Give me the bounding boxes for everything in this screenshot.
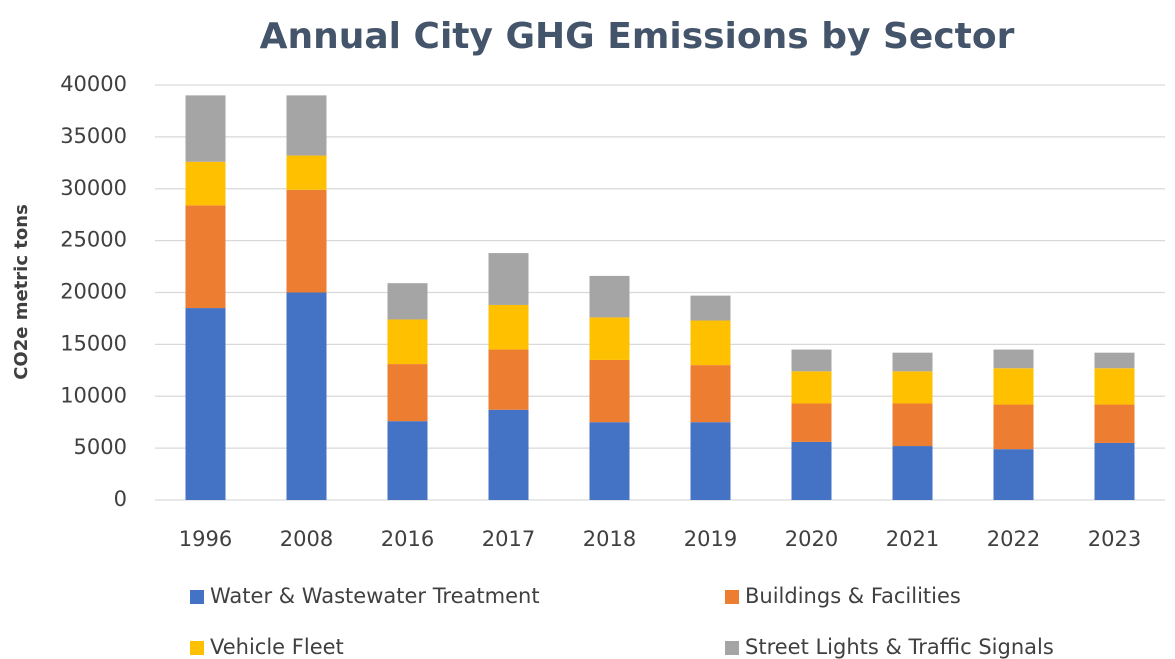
bar-segment	[286, 95, 327, 156]
bar-segment	[690, 422, 731, 500]
legend-swatch	[190, 641, 204, 655]
y-tick-label: 25000	[60, 228, 127, 252]
bar-segment	[387, 364, 428, 422]
x-tick-label: 2021	[886, 527, 939, 551]
bar-segment	[1094, 442, 1135, 500]
bar-segment	[488, 409, 529, 500]
legend-label: Buildings & Facilities	[745, 584, 961, 608]
chart-title: Annual City GHG Emissions by Sector	[260, 16, 1015, 57]
bar-segment	[488, 349, 529, 410]
bar-segment	[286, 155, 327, 190]
bar-segment	[185, 161, 226, 206]
legend-label: Vehicle Fleet	[210, 635, 344, 659]
bar-segment	[690, 295, 731, 321]
y-tick-label: 0	[114, 487, 127, 511]
bar-segment	[690, 320, 731, 366]
bar-segment	[791, 371, 832, 404]
bar-segment	[791, 403, 832, 442]
y-axis-title: CO2e metric tons	[11, 204, 32, 380]
bar-segment	[488, 253, 529, 305]
bar-segment	[791, 441, 832, 500]
legend-swatch	[190, 590, 204, 604]
bar-segment	[589, 275, 630, 318]
bar-segment	[892, 446, 933, 500]
bar-segment	[387, 421, 428, 500]
bar-segment	[286, 189, 327, 293]
bar-segment	[185, 205, 226, 309]
bar-segment	[690, 365, 731, 423]
x-tick-label: 2018	[583, 527, 636, 551]
bar-segment	[589, 317, 630, 360]
y-tick-label: 15000	[60, 331, 127, 355]
bar-segment	[387, 319, 428, 365]
bar-segment	[892, 352, 933, 372]
x-tick-label: 2023	[1088, 527, 1141, 551]
bar-segment	[488, 304, 529, 350]
y-tick-label: 20000	[60, 280, 127, 304]
x-tick-label: 2017	[482, 527, 535, 551]
bar-segment	[387, 283, 428, 320]
legend-label: Water & Wastewater Treatment	[210, 584, 540, 608]
bar-segment	[993, 368, 1034, 405]
y-tick-label: 40000	[60, 72, 127, 96]
y-tick-label: 10000	[60, 383, 127, 407]
bar-segment	[1094, 404, 1135, 443]
bar-segment	[589, 359, 630, 423]
bar-segment	[286, 292, 327, 500]
y-tick-label: 5000	[74, 435, 127, 459]
x-tick-label: 2022	[987, 527, 1040, 551]
y-tick-label: 35000	[60, 124, 127, 148]
bar-segment	[993, 349, 1034, 369]
bar-segment	[1094, 352, 1135, 369]
bar-segment	[993, 449, 1034, 500]
x-tick-label: 1996	[179, 527, 232, 551]
bar-segment	[185, 95, 226, 162]
legend-label: Street Lights & Traffic Signals	[745, 635, 1054, 659]
bar-segment	[892, 371, 933, 404]
x-tick-label: 2016	[381, 527, 434, 551]
legend-swatch	[725, 590, 739, 604]
bar-segment	[1094, 368, 1135, 405]
bar-segment	[892, 403, 933, 447]
legend-swatch	[725, 641, 739, 655]
bar-segment	[993, 404, 1034, 450]
x-tick-label: 2020	[785, 527, 838, 551]
bar-segment	[185, 308, 226, 500]
x-tick-label: 2008	[280, 527, 333, 551]
y-tick-label: 30000	[60, 176, 127, 200]
bar-segment	[791, 349, 832, 372]
bar-segment	[589, 422, 630, 500]
x-tick-label: 2019	[684, 527, 737, 551]
